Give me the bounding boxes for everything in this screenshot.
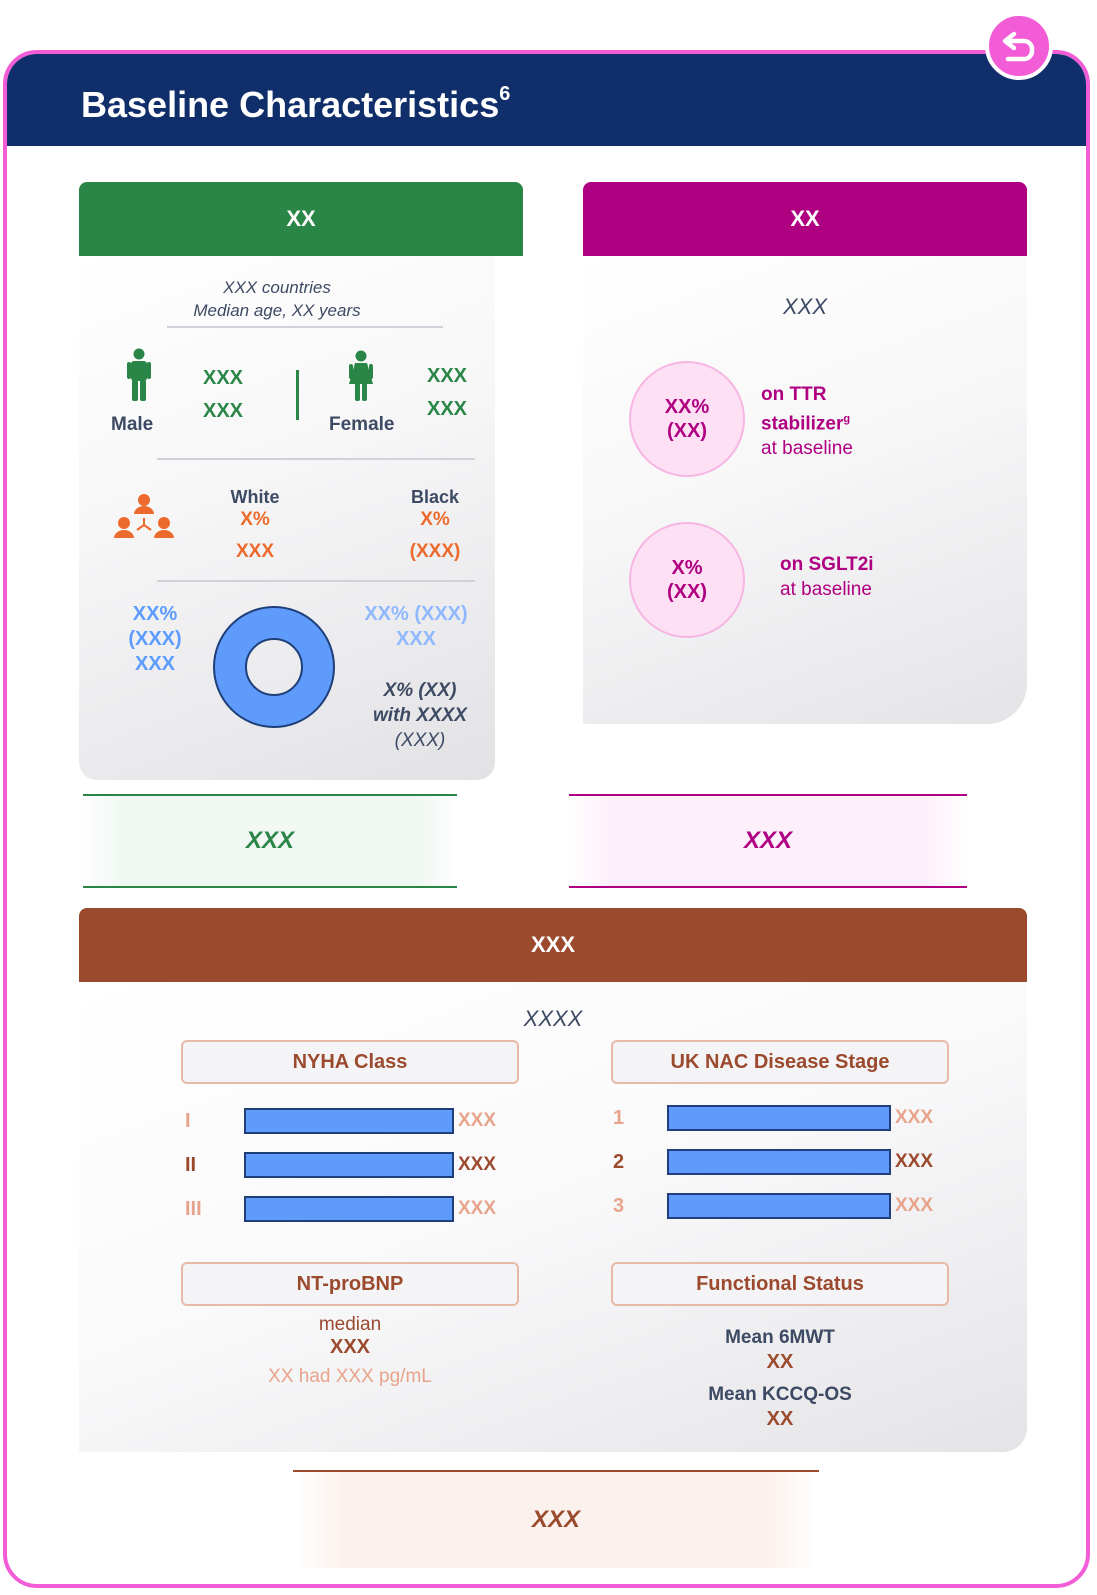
page-title: Baseline Characteristics6 xyxy=(81,83,511,125)
male-values: XXX XXX xyxy=(203,367,244,422)
left-card-header: XX xyxy=(79,182,523,256)
green-callout: XXX xyxy=(83,794,457,888)
ntprobnp-stats: median XXX XX had XXX pg/mL xyxy=(268,1314,432,1387)
ttr-stat-text: on TTR stabilizerg at baseline xyxy=(761,384,853,460)
female-label: Female xyxy=(329,414,395,435)
magenta-callout: XXX xyxy=(569,794,967,888)
sglt2i-stat-text: on SGLT2i at baseline xyxy=(780,554,874,600)
bar xyxy=(244,1152,454,1178)
return-arrow-icon xyxy=(1002,31,1035,62)
female-values: XXX XXX xyxy=(427,365,468,420)
sglt2i-stat-circle: X% (XX) xyxy=(629,522,745,638)
bottom-subtitle: XXXX xyxy=(523,1006,583,1031)
bar-label: III xyxy=(185,1198,202,1220)
functional-status-header: Functional Status xyxy=(611,1262,949,1306)
with-note: X% (XX) with XXXX (XXX) xyxy=(373,680,467,751)
bar-label: I xyxy=(185,1110,191,1132)
bar-label: II xyxy=(185,1154,197,1176)
countries-text: XXX countries Median age, XX years xyxy=(193,278,361,320)
bottom-card-header: XXX xyxy=(79,908,1027,982)
back-button[interactable] xyxy=(985,12,1053,80)
bar-value: XXX xyxy=(458,1110,497,1131)
bar-label: 2 xyxy=(613,1151,625,1173)
bar-label: 3 xyxy=(613,1195,625,1217)
rust-callout: XXX xyxy=(293,1470,819,1568)
uk-nac-stage-header: UK NAC Disease Stage xyxy=(611,1040,949,1084)
bar xyxy=(244,1108,454,1134)
ntprobnp-header: NT-proBNP xyxy=(181,1262,519,1306)
right-card-header: XX xyxy=(583,182,1027,256)
donut-chart xyxy=(213,606,335,728)
ttr-stat-circle: XX% (XX) xyxy=(629,361,745,477)
main-frame: Baseline Characteristics6 XX XXX countri… xyxy=(3,50,1090,1588)
functional-stats: Mean 6MWT XX Mean KCCQ-OS XX xyxy=(708,1327,852,1430)
bar-value: XXX xyxy=(895,1195,934,1216)
bar xyxy=(244,1196,454,1222)
male-label: Male xyxy=(111,414,154,435)
black-stat: Black X% (XXX) xyxy=(409,487,461,562)
white-stat: White X% XXX xyxy=(230,487,280,562)
bar-label: 1 xyxy=(613,1107,625,1129)
male-person-icon xyxy=(127,348,151,401)
gender-divider xyxy=(296,370,299,420)
people-group-icon xyxy=(114,494,174,538)
bar-value: XXX xyxy=(458,1154,497,1175)
right-subtitle: XXX xyxy=(782,294,828,319)
bar xyxy=(667,1149,891,1175)
right-card-panel xyxy=(583,256,1027,724)
donut-right-label: XX% (XXX) XXX xyxy=(364,603,468,650)
bar xyxy=(667,1105,891,1131)
bar-value: XXX xyxy=(895,1107,934,1128)
bar xyxy=(667,1193,891,1219)
donut-left-label: XX% (XXX) XXX xyxy=(128,603,182,675)
nyha-class-header: NYHA Class xyxy=(181,1040,519,1084)
bar-value: XXX xyxy=(458,1198,497,1219)
bar-value: XXX xyxy=(895,1151,934,1172)
female-person-icon xyxy=(349,350,373,401)
header-bar: Baseline Characteristics6 xyxy=(7,54,1086,146)
